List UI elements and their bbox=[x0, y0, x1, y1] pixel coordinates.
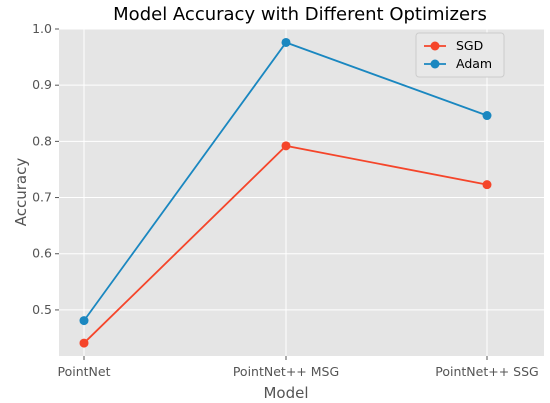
y-axis-label: Accuracy bbox=[12, 158, 30, 227]
legend-label-adam: Adam bbox=[456, 56, 492, 71]
series-points bbox=[79, 37, 492, 348]
x-tick-label: PointNet++ SSG bbox=[435, 364, 538, 379]
x-axis-label: Model bbox=[263, 384, 308, 402]
legend-label-sgd: SGD bbox=[456, 38, 483, 53]
y-tick-label: 0.7 bbox=[32, 190, 52, 205]
data-point-sgd bbox=[482, 180, 492, 190]
y-tick-label: 0.6 bbox=[32, 246, 52, 261]
data-point-adam bbox=[281, 37, 291, 47]
plot-background bbox=[59, 29, 544, 356]
grid bbox=[59, 28, 544, 356]
legend-marker-sgd bbox=[430, 41, 440, 51]
data-point-adam bbox=[79, 316, 89, 326]
legend: SGD Adam bbox=[415, 32, 505, 78]
data-point-sgd bbox=[281, 141, 291, 151]
x-tick-label: PointNet bbox=[58, 364, 111, 379]
y-axis-ticks: 0.5 0.6 0.7 0.8 0.9 1.0 bbox=[32, 21, 59, 317]
legend-marker-adam bbox=[430, 59, 440, 69]
x-axis-ticks: PointNet PointNet++ MSG PointNet++ SSG bbox=[58, 356, 539, 379]
y-tick-label: 0.5 bbox=[32, 302, 52, 317]
chart-title: Model Accuracy with Different Optimizers bbox=[113, 4, 487, 25]
y-tick-label: 0.8 bbox=[32, 133, 52, 148]
data-point-adam bbox=[482, 111, 492, 121]
x-tick-label: PointNet++ MSG bbox=[233, 364, 339, 379]
y-tick-label: 1.0 bbox=[32, 21, 52, 36]
data-point-sgd bbox=[79, 338, 89, 348]
y-tick-label: 0.9 bbox=[32, 77, 52, 92]
